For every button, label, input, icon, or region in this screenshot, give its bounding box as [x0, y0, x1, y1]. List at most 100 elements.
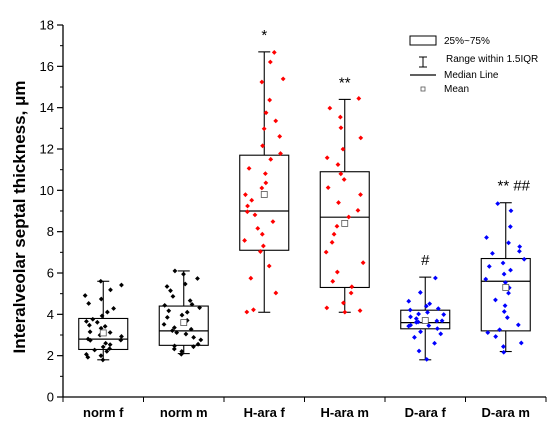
data-point	[172, 268, 178, 274]
data-point	[191, 334, 197, 340]
data-point	[108, 287, 113, 293]
data-point	[355, 207, 361, 213]
data-point	[174, 330, 180, 336]
data-point	[266, 263, 272, 269]
data-point	[486, 264, 492, 269]
data-point	[252, 212, 258, 218]
x-category-label: D-ara f	[405, 405, 447, 420]
data-point	[418, 329, 423, 335]
box-group-norm-f: norm f	[78, 278, 129, 420]
data-point	[244, 209, 250, 215]
data-point	[103, 340, 109, 346]
data-point	[334, 223, 340, 229]
data-point	[259, 185, 265, 191]
data-point	[263, 110, 269, 116]
significance-annotation: *	[261, 27, 267, 44]
data-point	[335, 162, 341, 167]
data-point	[119, 282, 124, 288]
data-point	[242, 238, 247, 243]
data-point	[119, 334, 124, 339]
iqr-box	[400, 309, 451, 330]
data-point	[412, 334, 417, 340]
data-point	[417, 290, 423, 295]
data-point	[504, 315, 510, 320]
data-point	[506, 290, 511, 296]
data-point	[198, 337, 204, 343]
data-point	[243, 192, 248, 198]
y-tick-label: 16	[40, 59, 54, 74]
data-point	[432, 340, 437, 346]
data-point	[273, 118, 279, 124]
iqr-box	[78, 317, 129, 351]
data-point	[100, 357, 106, 363]
data-point	[184, 309, 190, 315]
data-point	[187, 298, 193, 304]
data-point	[521, 256, 527, 262]
data-point	[170, 293, 176, 299]
data-point	[408, 314, 413, 320]
data-point	[416, 311, 421, 317]
y-tick-label: 0	[47, 390, 54, 405]
data-point	[118, 337, 124, 343]
data-point	[86, 322, 92, 328]
data-point	[501, 309, 507, 314]
y-tick-label: 18	[40, 18, 54, 33]
data-point	[162, 302, 168, 308]
data-point	[181, 271, 186, 277]
data-point	[195, 276, 200, 281]
data-point	[324, 305, 330, 311]
data-point	[324, 155, 330, 161]
legend-item-label: 25%~75%	[444, 36, 490, 47]
data-point	[357, 308, 363, 314]
data-point	[98, 278, 104, 284]
data-point	[172, 343, 177, 349]
data-point	[82, 293, 88, 298]
mean-marker	[421, 317, 429, 324]
data-point	[336, 200, 341, 205]
data-point	[515, 322, 521, 328]
data-point	[248, 275, 254, 281]
data-point	[506, 240, 511, 246]
data-point	[261, 126, 267, 132]
data-point	[98, 325, 104, 331]
data-point	[348, 290, 354, 296]
data-point	[438, 331, 444, 337]
data-point	[166, 308, 172, 314]
significance-annotation: ** ##	[497, 178, 530, 195]
data-point	[271, 50, 277, 55]
legend: 25%~75% Range within 1.5IQR Median Line Mea…	[409, 35, 538, 95]
y-tick-label: 12	[40, 142, 54, 157]
data-point	[255, 225, 261, 231]
mean-marker	[260, 191, 268, 198]
box-group-d-ara-m: D-ara m ** ##	[480, 178, 531, 420]
data-point	[244, 309, 250, 315]
data-point	[484, 235, 489, 240]
data-point	[340, 146, 346, 152]
mean-marker	[502, 284, 510, 291]
data-point	[341, 177, 347, 182]
data-point	[517, 248, 522, 254]
data-point	[327, 105, 333, 111]
data-point	[425, 309, 430, 315]
data-point	[493, 297, 498, 303]
data-point	[493, 334, 499, 339]
data-point	[92, 347, 98, 353]
y-tick-label: 4	[47, 307, 54, 322]
data-point	[278, 151, 283, 156]
legend-mean-symbol	[420, 86, 426, 92]
y-tick-label: 6	[47, 266, 54, 281]
data-point	[197, 305, 203, 311]
legend-item-label: Mean	[444, 84, 469, 95]
data-point	[267, 59, 273, 65]
data-point	[270, 219, 276, 225]
data-point	[257, 249, 263, 254]
data-point	[172, 325, 177, 331]
data-point	[107, 342, 113, 348]
data-point	[346, 214, 352, 220]
data-point	[277, 134, 283, 139]
data-point	[84, 318, 89, 324]
data-point	[104, 309, 110, 315]
data-point	[416, 348, 422, 354]
data-point	[183, 331, 189, 337]
